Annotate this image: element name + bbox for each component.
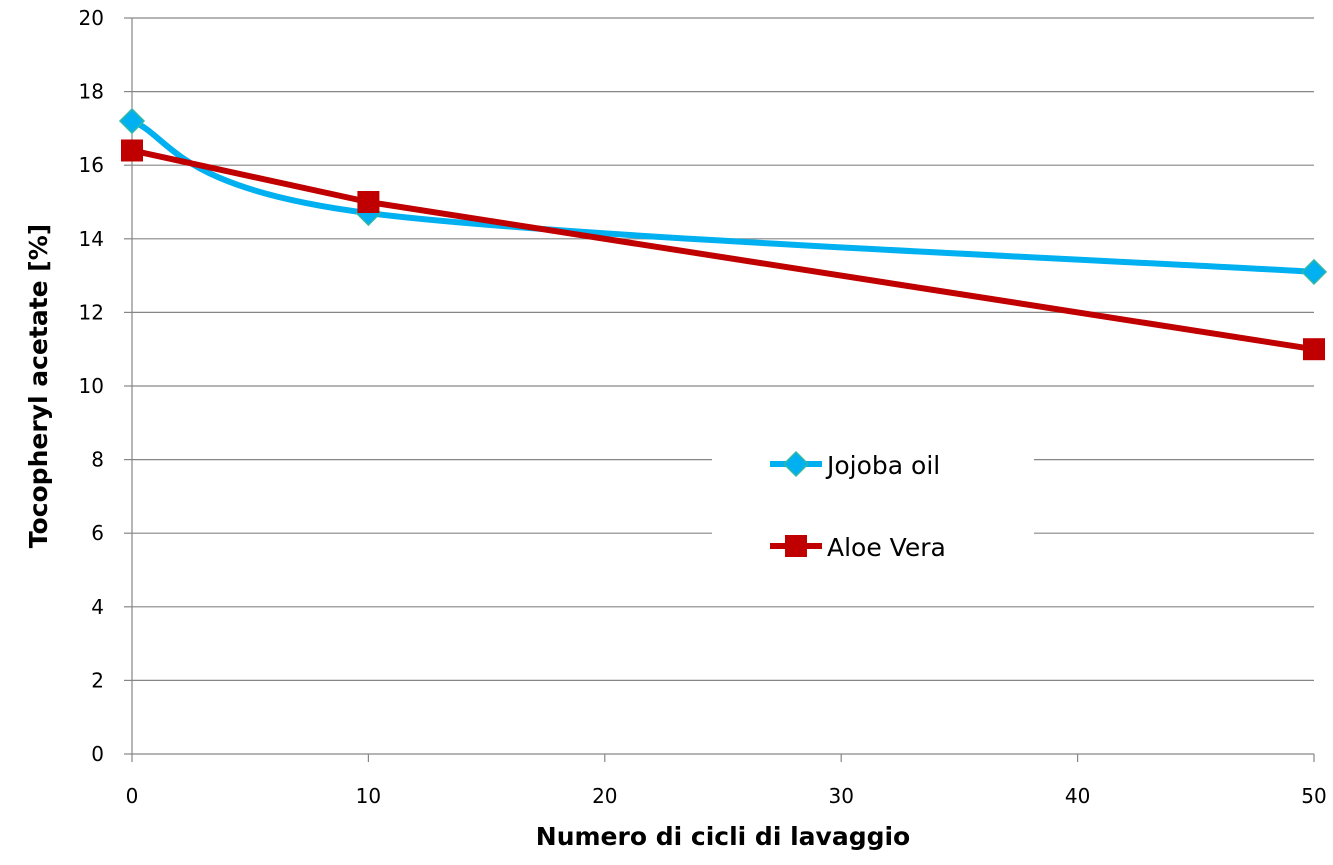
legend: Jojoba oil Aloe Vera xyxy=(770,450,946,562)
x-tick-label: 30 xyxy=(828,784,853,808)
y-tick-label: 4 xyxy=(91,595,104,619)
legend-label-jojoba-oil: Jojoba oil xyxy=(825,451,940,480)
jojoba-oil-point xyxy=(118,107,146,135)
y-tick-label: 10 xyxy=(79,374,104,398)
jojoba-oil-line xyxy=(129,118,1317,275)
x-tick-label: 10 xyxy=(356,784,381,808)
series-lines xyxy=(129,118,1317,353)
x-tick-label: 20 xyxy=(592,784,617,808)
gridlines xyxy=(132,17,1314,682)
legend-label-aloe-vera: Aloe Vera xyxy=(827,533,946,562)
x-tick-label: 0 xyxy=(126,784,139,808)
y-tick-label: 16 xyxy=(79,153,104,177)
legend-background xyxy=(712,425,1034,585)
x-tick-label: 40 xyxy=(1065,784,1090,808)
y-tick-label: 20 xyxy=(79,6,104,30)
x-axis-title: Numero di cicli di lavaggio xyxy=(536,822,910,851)
jojoba-oil-point xyxy=(1300,258,1328,285)
y-tick-label: 18 xyxy=(79,80,104,104)
aloe-vera-point xyxy=(121,139,143,162)
x-tick-label: 50 xyxy=(1301,784,1326,808)
y-axis-ticks: 0 2 4 6 8 10 12 14 16 18 20 xyxy=(79,6,132,766)
series-markers xyxy=(118,107,1328,361)
y-axis-title: Tocopheryl acetate [%] xyxy=(24,224,53,548)
aloe-vera-point xyxy=(357,191,380,213)
aloe-vera-line xyxy=(129,147,1317,353)
y-tick-label: 0 xyxy=(91,742,104,766)
y-tick-label: 2 xyxy=(91,668,104,692)
y-tick-label: 12 xyxy=(79,300,104,324)
aloe-vera-point xyxy=(1303,338,1325,361)
y-tick-label: 14 xyxy=(79,227,104,251)
y-tick-label: 8 xyxy=(91,448,104,472)
legend-marker-aloe-vera xyxy=(785,535,807,557)
x-axis-ticks: 0 10 20 30 40 50 xyxy=(126,754,1327,808)
y-tick-label: 6 xyxy=(91,521,104,545)
legend-marker-jojoba-oil xyxy=(782,450,810,478)
